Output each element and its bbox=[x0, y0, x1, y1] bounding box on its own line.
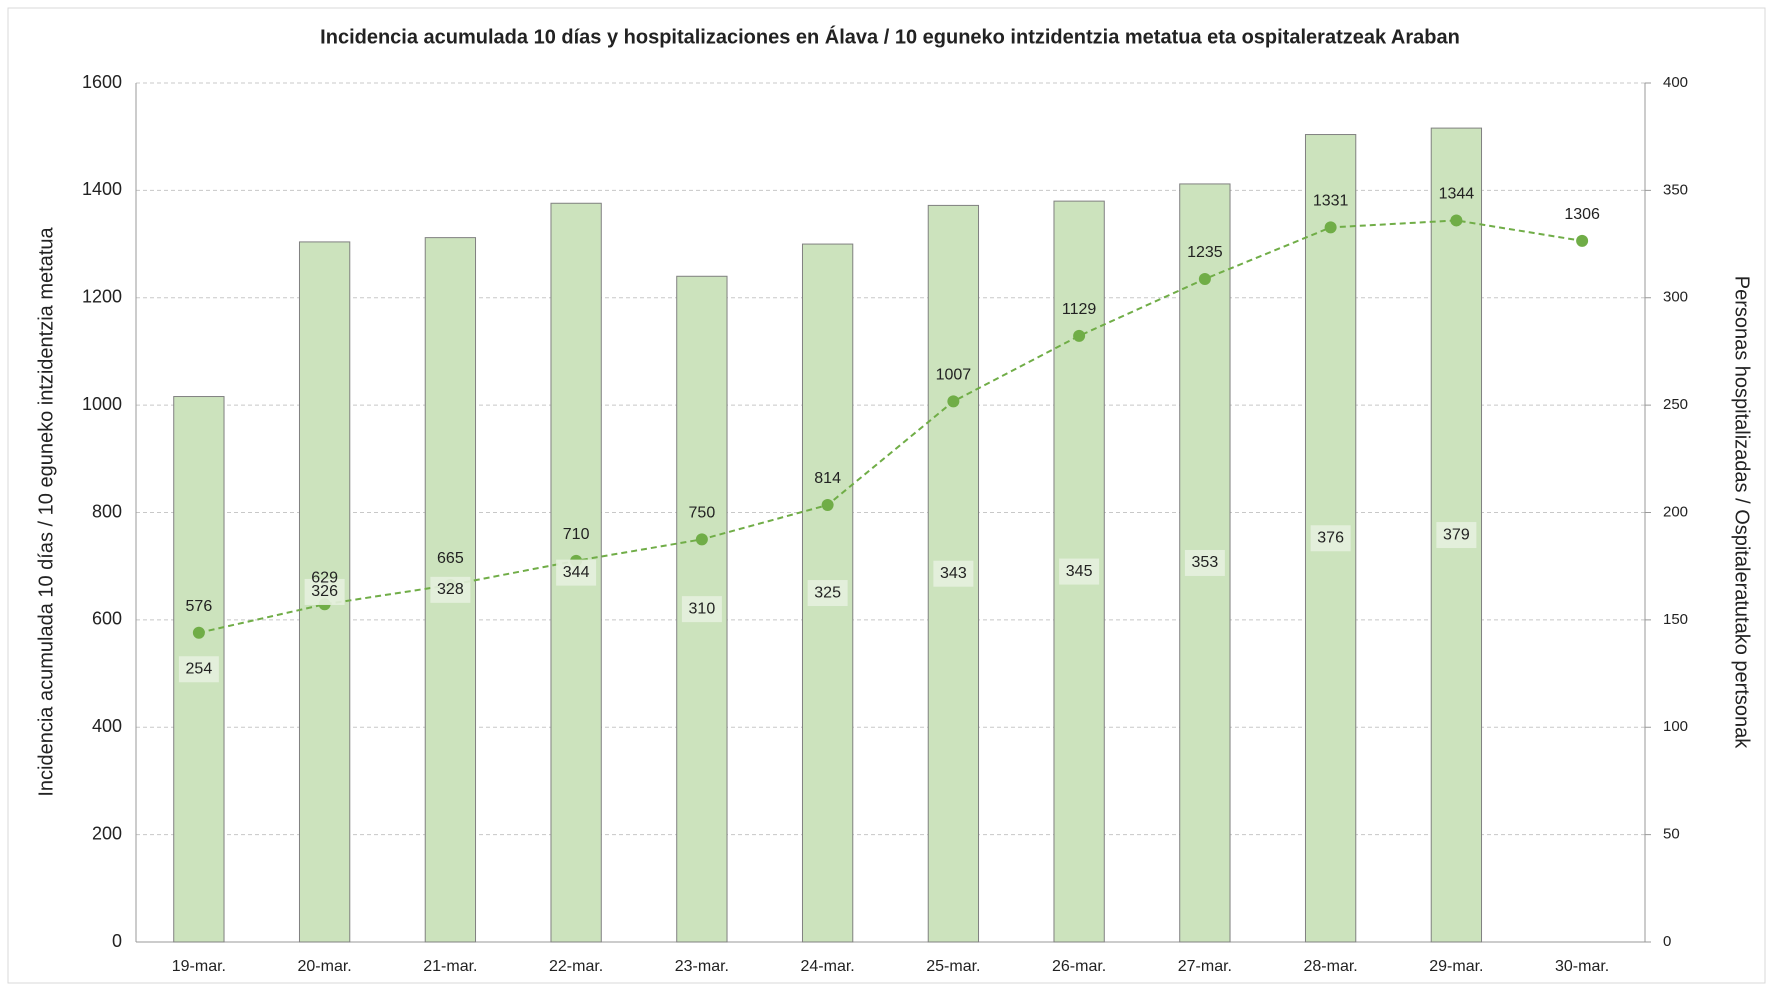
line-data-label: 1331 bbox=[1313, 193, 1349, 210]
line-data-label: 1306 bbox=[1564, 206, 1600, 223]
line-data-label: 710 bbox=[563, 526, 590, 543]
line-data-label: 665 bbox=[437, 550, 464, 567]
y2-tick-label: 200 bbox=[1663, 503, 1688, 520]
bar-data-label: 345 bbox=[1066, 563, 1093, 580]
line-point bbox=[695, 533, 708, 546]
line-point bbox=[192, 626, 205, 639]
y2-tick-label: 350 bbox=[1663, 181, 1688, 198]
bar-data-label: 254 bbox=[186, 660, 213, 677]
x-tick-label: 19-mar. bbox=[172, 958, 226, 975]
y2-tick-label: 250 bbox=[1663, 396, 1688, 413]
line-data-label: 1129 bbox=[1062, 301, 1097, 318]
data-label-bg bbox=[1184, 549, 1225, 576]
x-tick-label: 21-mar. bbox=[423, 958, 477, 975]
data-label-bg bbox=[430, 576, 471, 603]
bar-data-label: 376 bbox=[1317, 529, 1344, 546]
line-point bbox=[1198, 272, 1211, 285]
y-tick-label: 200 bbox=[92, 823, 122, 843]
bar-data-label: 325 bbox=[814, 584, 841, 601]
line-point bbox=[1324, 221, 1337, 234]
y-tick-label: 1600 bbox=[82, 72, 122, 92]
line-point bbox=[1576, 234, 1589, 247]
line-point bbox=[1073, 329, 1086, 342]
line-point bbox=[1450, 214, 1463, 227]
y2-tick-label: 400 bbox=[1663, 74, 1688, 91]
chart-border bbox=[7, 7, 1766, 984]
line-point bbox=[821, 498, 834, 511]
y2-tick-label: 300 bbox=[1663, 289, 1688, 306]
line-data-label: 629 bbox=[311, 570, 338, 587]
y2-tick-label: 50 bbox=[1663, 826, 1680, 843]
line-data-label: 1235 bbox=[1187, 244, 1223, 261]
y-tick-label: 1000 bbox=[82, 394, 122, 414]
y-tick-label: 800 bbox=[92, 501, 122, 521]
y2-tick-label: 150 bbox=[1663, 611, 1688, 628]
data-label-bg bbox=[1059, 558, 1100, 585]
data-label-bg bbox=[807, 580, 848, 607]
x-tick-label: 25-mar. bbox=[926, 958, 980, 975]
x-tick-label: 28-mar. bbox=[1304, 958, 1358, 975]
y2-axis-label: Personas hospitalizadas / Ospitaleratuta… bbox=[1731, 276, 1753, 749]
bar-data-label: 328 bbox=[437, 581, 464, 598]
y-tick-label: 1400 bbox=[82, 179, 122, 199]
bar-data-label: 343 bbox=[940, 565, 967, 582]
x-tick-label: 27-mar. bbox=[1178, 958, 1232, 975]
bar-data-label: 326 bbox=[311, 583, 338, 600]
bar-data-label: 310 bbox=[689, 600, 716, 617]
y-axis-label: Incidencia acumulada 10 días / 10 egunek… bbox=[35, 226, 57, 796]
x-tick-label: 26-mar. bbox=[1052, 958, 1106, 975]
y2-tick-label: 0 bbox=[1663, 933, 1671, 950]
data-label-bg bbox=[304, 578, 345, 605]
y-tick-label: 600 bbox=[92, 609, 122, 629]
data-label-bg bbox=[556, 559, 597, 586]
x-tick-label: 24-mar. bbox=[801, 958, 855, 975]
x-tick-label: 22-mar. bbox=[549, 958, 603, 975]
line-point bbox=[947, 395, 960, 408]
line-data-label: 814 bbox=[814, 470, 841, 487]
line-data-label: 750 bbox=[689, 505, 716, 522]
bar-data-label: 344 bbox=[563, 564, 590, 581]
bar-data-label: 379 bbox=[1443, 526, 1470, 543]
y-tick-label: 400 bbox=[92, 716, 122, 736]
line-data-label: 1007 bbox=[936, 367, 972, 384]
data-label-bg bbox=[933, 560, 974, 587]
y-tick-label: 0 bbox=[112, 931, 122, 951]
x-tick-label: 23-mar. bbox=[675, 958, 729, 975]
line bbox=[198, 219, 1583, 634]
x-tick-label: 29-mar. bbox=[1429, 958, 1483, 975]
data-label-bg bbox=[178, 656, 219, 683]
y2-tick-label: 100 bbox=[1663, 718, 1688, 735]
chart-title: Incidencia acumulada 10 días y hospitali… bbox=[320, 25, 1460, 48]
data-label-bg bbox=[681, 596, 722, 623]
line-data-label: 576 bbox=[186, 598, 213, 615]
data-label-bg bbox=[1310, 525, 1351, 552]
bar-data-label: 353 bbox=[1192, 554, 1219, 571]
line-data-label: 1344 bbox=[1439, 186, 1475, 203]
x-tick-label: 30-mar. bbox=[1555, 958, 1609, 975]
y-tick-label: 1200 bbox=[82, 287, 122, 307]
data-label-bg bbox=[1436, 522, 1477, 549]
x-tick-label: 20-mar. bbox=[298, 958, 352, 975]
